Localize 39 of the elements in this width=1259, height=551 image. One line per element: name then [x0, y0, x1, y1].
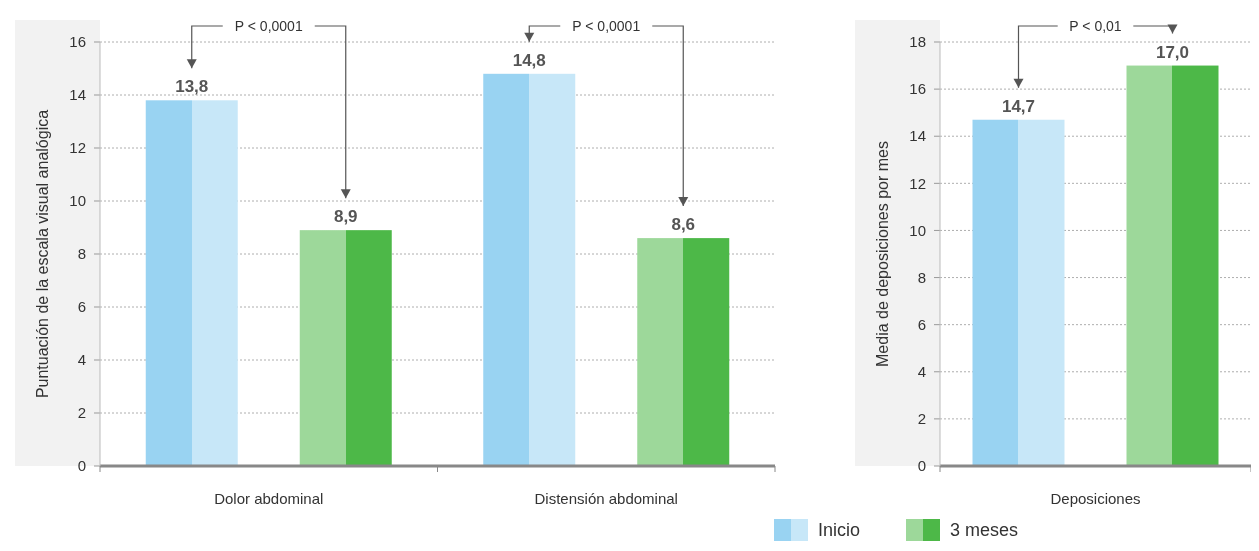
y-tick-label: 2 — [77, 404, 86, 422]
y-tick-label: 0 — [917, 457, 926, 475]
y-tick-label: 10 — [69, 192, 86, 210]
bar — [637, 238, 730, 466]
y-tick-label: 2 — [917, 410, 926, 428]
y-axis-title: Puntuación de la escala visual analógica — [34, 109, 51, 399]
data-label: 8,6 — [671, 215, 696, 235]
bar — [299, 230, 392, 466]
y-tick-label: 18 — [909, 33, 926, 51]
y-tick-label: 14 — [69, 86, 86, 104]
data-label: 8,9 — [333, 207, 358, 227]
y-tick-label: 0 — [77, 457, 86, 475]
legend-label: Inicio — [818, 520, 861, 541]
y-tick-label: 8 — [917, 268, 926, 286]
y-tick-label: 14 — [909, 127, 926, 145]
y-axis-title: Media de deposiciones por mes — [874, 141, 891, 367]
text: P < 0,0001 — [572, 17, 641, 34]
y-tick-label: 12 — [69, 139, 86, 157]
x-tick-label: Deposiciones — [1050, 490, 1141, 507]
data-label: 17,0 — [1155, 42, 1190, 62]
text: P < 0,0001 — [234, 17, 303, 34]
y-tick-label: 6 — [77, 298, 86, 316]
bar — [483, 73, 576, 466]
y-tick-label: 16 — [69, 33, 86, 51]
y-tick-label: 16 — [909, 80, 926, 98]
x-tick-label: Dolor abdominal — [214, 490, 324, 507]
y-tick-label: 4 — [917, 363, 926, 381]
x-tick-label: Distensión abdominal — [534, 490, 678, 507]
data-label: 13,8 — [175, 77, 209, 97]
y-tick-label: 8 — [77, 245, 86, 263]
y-tick-label: 6 — [917, 315, 926, 333]
bar — [145, 100, 238, 466]
legend-label: 3 meses — [950, 520, 1019, 541]
y-tick-label: 4 — [77, 351, 86, 369]
y-tick-label: 12 — [909, 174, 926, 192]
text: P < 0,01 — [1069, 17, 1122, 34]
data-label: 14,8 — [512, 50, 546, 70]
data-label: 14,7 — [1001, 96, 1036, 116]
y-tick-label: 10 — [909, 221, 926, 239]
